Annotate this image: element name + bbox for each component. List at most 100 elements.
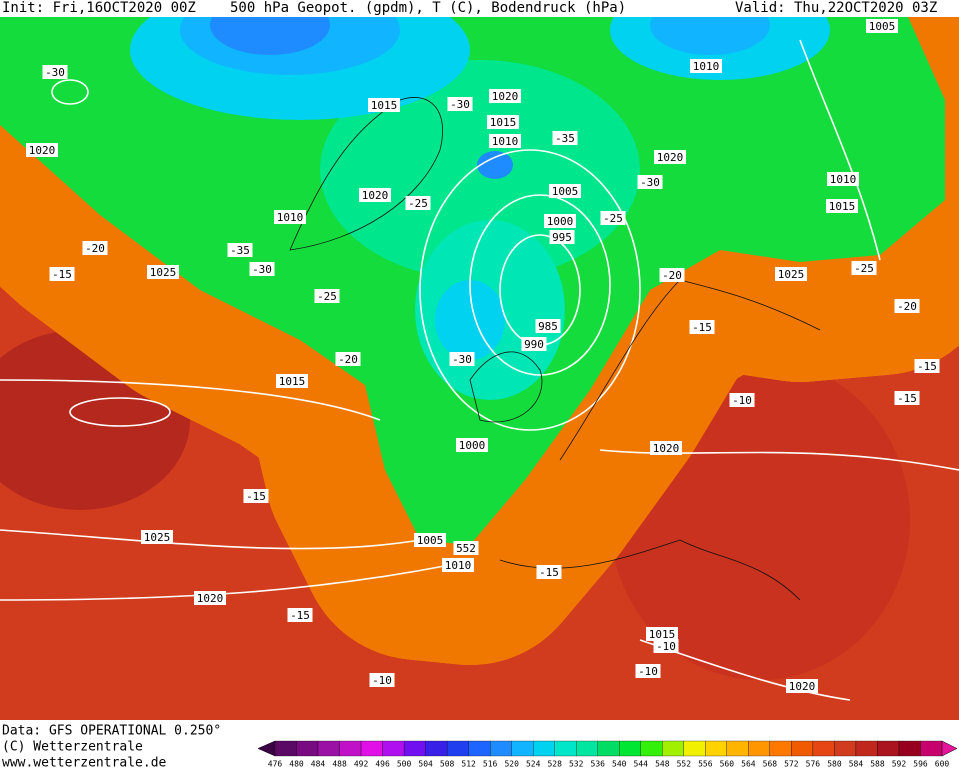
label-bg bbox=[549, 230, 575, 244]
label-bg bbox=[489, 134, 521, 148]
isobars bbox=[0, 39, 959, 701]
colorbar-label: 564 bbox=[741, 760, 756, 769]
label-bg bbox=[549, 184, 581, 198]
colorbar-box bbox=[812, 740, 835, 757]
label-bg bbox=[449, 352, 475, 366]
contour-label: 1005 bbox=[417, 534, 444, 547]
colorbar-label: 576 bbox=[806, 760, 821, 769]
contour-label: -20 bbox=[85, 242, 105, 255]
label-bg bbox=[447, 97, 473, 111]
label-bg bbox=[369, 673, 395, 687]
contour-label: -30 bbox=[450, 98, 470, 111]
colorbar-label: 536 bbox=[591, 760, 606, 769]
contour-label: 1010 bbox=[492, 135, 519, 148]
colorbar-label: 528 bbox=[547, 760, 562, 769]
contour-label: -25 bbox=[603, 212, 623, 225]
label-bg bbox=[689, 320, 715, 334]
contour-label: -10 bbox=[638, 665, 658, 678]
colorbar-box bbox=[425, 740, 448, 757]
contour-label: 1020 bbox=[197, 592, 224, 605]
contour-label: -30 bbox=[640, 176, 660, 189]
label-bg bbox=[659, 268, 685, 282]
colorbar-label: 592 bbox=[892, 760, 907, 769]
contour-label: -30 bbox=[452, 353, 472, 366]
label-bg bbox=[914, 359, 940, 373]
contour-label: -15 bbox=[897, 392, 917, 405]
colorbar-label: 496 bbox=[375, 760, 390, 769]
label-bg bbox=[826, 199, 858, 213]
label-bg bbox=[26, 143, 58, 157]
label-bg bbox=[243, 489, 269, 503]
label-bg bbox=[544, 214, 576, 228]
map-title: 500 hPa Geopot. (gpdm), T (C), Bodendruc… bbox=[230, 0, 626, 16]
contour-label: 1015 bbox=[371, 99, 398, 112]
label-bg bbox=[359, 188, 391, 202]
label-bg bbox=[786, 679, 818, 693]
label-bg bbox=[414, 533, 446, 547]
colorbar-box bbox=[748, 740, 771, 757]
header-bg bbox=[0, 0, 740, 17]
colorbar-box bbox=[468, 740, 491, 757]
colorbar-box bbox=[274, 740, 297, 757]
label-bg bbox=[851, 261, 877, 275]
colorbar-label: 492 bbox=[354, 760, 369, 769]
init-time: Init: Fri,16OCT2020 00Z bbox=[2, 0, 196, 16]
colorbar-label: 488 bbox=[332, 760, 347, 769]
colorbar-label: 524 bbox=[526, 760, 541, 769]
small-low bbox=[477, 151, 513, 179]
contour-label: -25 bbox=[317, 290, 337, 303]
label-bg bbox=[274, 210, 306, 224]
colorbar-label: 508 bbox=[440, 760, 455, 769]
label-bg bbox=[49, 267, 75, 281]
label-bg bbox=[227, 243, 253, 257]
contour-label: 1010 bbox=[693, 60, 720, 73]
colorbar-end bbox=[941, 740, 958, 757]
colorbar-box bbox=[511, 740, 534, 757]
colorbar-label: 584 bbox=[849, 760, 864, 769]
colorbar-box bbox=[683, 740, 706, 757]
colorbar-label: 480 bbox=[289, 760, 304, 769]
label-bg bbox=[894, 299, 920, 313]
contour-label: 990 bbox=[524, 338, 544, 351]
label-bg bbox=[368, 98, 400, 112]
label-bg bbox=[442, 558, 474, 572]
colorbar-box bbox=[446, 740, 469, 757]
copyright: (C) Wetterzentrale bbox=[2, 740, 143, 755]
colorbar-box bbox=[490, 740, 512, 757]
colorbar-box bbox=[705, 740, 727, 757]
colorbar-label: 588 bbox=[870, 760, 885, 769]
contour-label: -20 bbox=[338, 353, 358, 366]
label-bg bbox=[690, 59, 722, 73]
colorbar: 476 480 484 488 492 496 500 504 508 512 516 520 524 5… bbox=[257, 740, 958, 769]
label-bg bbox=[314, 289, 340, 303]
contour-label: -20 bbox=[897, 300, 917, 313]
label-bg bbox=[635, 664, 661, 678]
label-bg bbox=[827, 172, 859, 186]
colorbar-label: 476 bbox=[268, 760, 283, 769]
label-bg bbox=[194, 591, 226, 605]
contour-label: 1010 bbox=[830, 173, 857, 186]
colorbar-label: 556 bbox=[698, 760, 713, 769]
label-bg bbox=[650, 441, 682, 455]
contour-label: -20 bbox=[662, 269, 682, 282]
label-bg bbox=[249, 262, 275, 276]
label-bg bbox=[775, 267, 807, 281]
label-bg bbox=[405, 196, 431, 210]
contour-label: -15 bbox=[246, 490, 266, 503]
contour-label: -10 bbox=[656, 640, 676, 653]
label-bg bbox=[866, 19, 898, 33]
contour-label: 1000 bbox=[459, 439, 486, 452]
contour-label: 1020 bbox=[653, 442, 680, 455]
colorbar-label: 600 bbox=[935, 760, 950, 769]
contour-label: -15 bbox=[290, 609, 310, 622]
colorbar-box bbox=[769, 740, 792, 757]
label-bg bbox=[521, 337, 547, 351]
colorbar-label: 544 bbox=[634, 760, 649, 769]
label-bg bbox=[335, 352, 361, 366]
colorbar-label: 484 bbox=[311, 760, 326, 769]
colorbar-label: 548 bbox=[655, 760, 670, 769]
colorbar-label: 568 bbox=[763, 760, 778, 769]
contour-label: 1000 bbox=[547, 215, 574, 228]
low-cyan bbox=[435, 280, 505, 360]
contour-label: 1020 bbox=[789, 680, 816, 693]
